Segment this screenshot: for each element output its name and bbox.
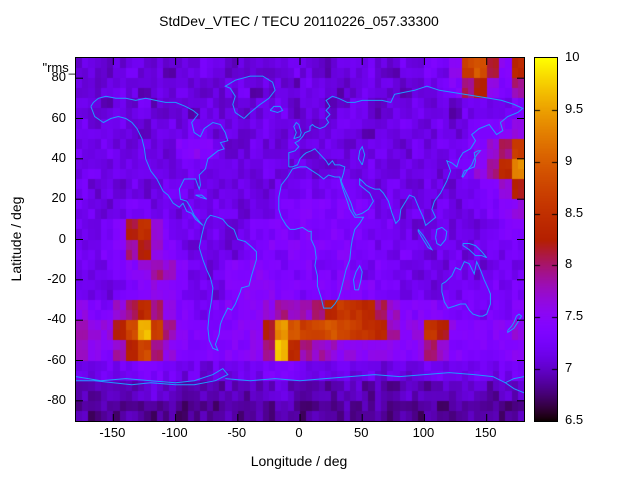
y-tick-label: 20 [51,190,66,206]
map-overlay-svg [76,58,524,421]
coastline-africa [278,166,365,309]
colorbar-tick-label: 6.5 [565,412,584,427]
y-axis-label: Latitude / deg [8,196,24,282]
coastline-uk [293,121,302,140]
x-tick-label: 150 [474,425,497,440]
coastline-eurasia [288,85,524,227]
heatmap-canvas [76,58,524,421]
coastline-sumatra [417,229,434,251]
coastline-north_america [90,95,229,226]
y-tick-label: 80 [51,69,66,85]
y-tick-label: -80 [47,391,66,407]
coastline-japan [461,150,482,178]
coastline-antarctica_main [76,367,229,386]
x-axis-label: Longitude / deg [250,453,348,469]
x-tick-label: -100 [161,425,188,440]
colorbar-tick-label: 9.5 [565,100,584,116]
y-tick-label: -40 [47,311,66,327]
coastline-madagascar [352,264,363,291]
coastline-south_america [198,214,257,352]
x-tick-label: -150 [99,425,126,440]
coastline-iceland [269,105,284,114]
coastline-australia [441,260,491,317]
colorbar-tick-label: 9 [565,152,573,168]
axis-tick-marks [76,58,524,421]
coastline-cuba [195,194,208,200]
key-label: "rms_ [42,60,76,75]
y-tick-label: 0 [58,230,66,246]
colorbar-tick-label: 7.5 [565,308,584,324]
y-tick-label: 40 [51,149,66,165]
coastline-greenland [224,75,276,119]
colorbar-tick-label: 10 [565,49,580,64]
coastline-caspian [357,145,366,166]
coastline-antarctica_fork [505,376,524,384]
y-tick-label: -60 [47,351,66,367]
colorbar-tick-label: 8.5 [565,204,584,220]
colorbar-canvas [535,58,557,421]
colorbar-tick-label: 7 [565,360,573,376]
x-tick-label: 0 [295,425,303,440]
x-tick-label: -50 [227,425,247,440]
x-tick-label: 50 [353,425,369,440]
plot-area [75,57,525,422]
y-tick-label: -20 [47,270,66,286]
colorbar [534,57,558,422]
coastline-borneo [435,226,448,247]
x-tick-label: 100 [412,425,435,440]
coastline-new_zealand [507,313,523,334]
chart-title: StdDev_VTEC / TECU 20110226_057.33300 [159,13,439,29]
colorbar-tick-label: 8 [565,256,573,272]
coastline-new_guinea [462,243,488,259]
y-tick-label: 60 [51,109,66,125]
coastline-antarctica_east [225,372,524,394]
